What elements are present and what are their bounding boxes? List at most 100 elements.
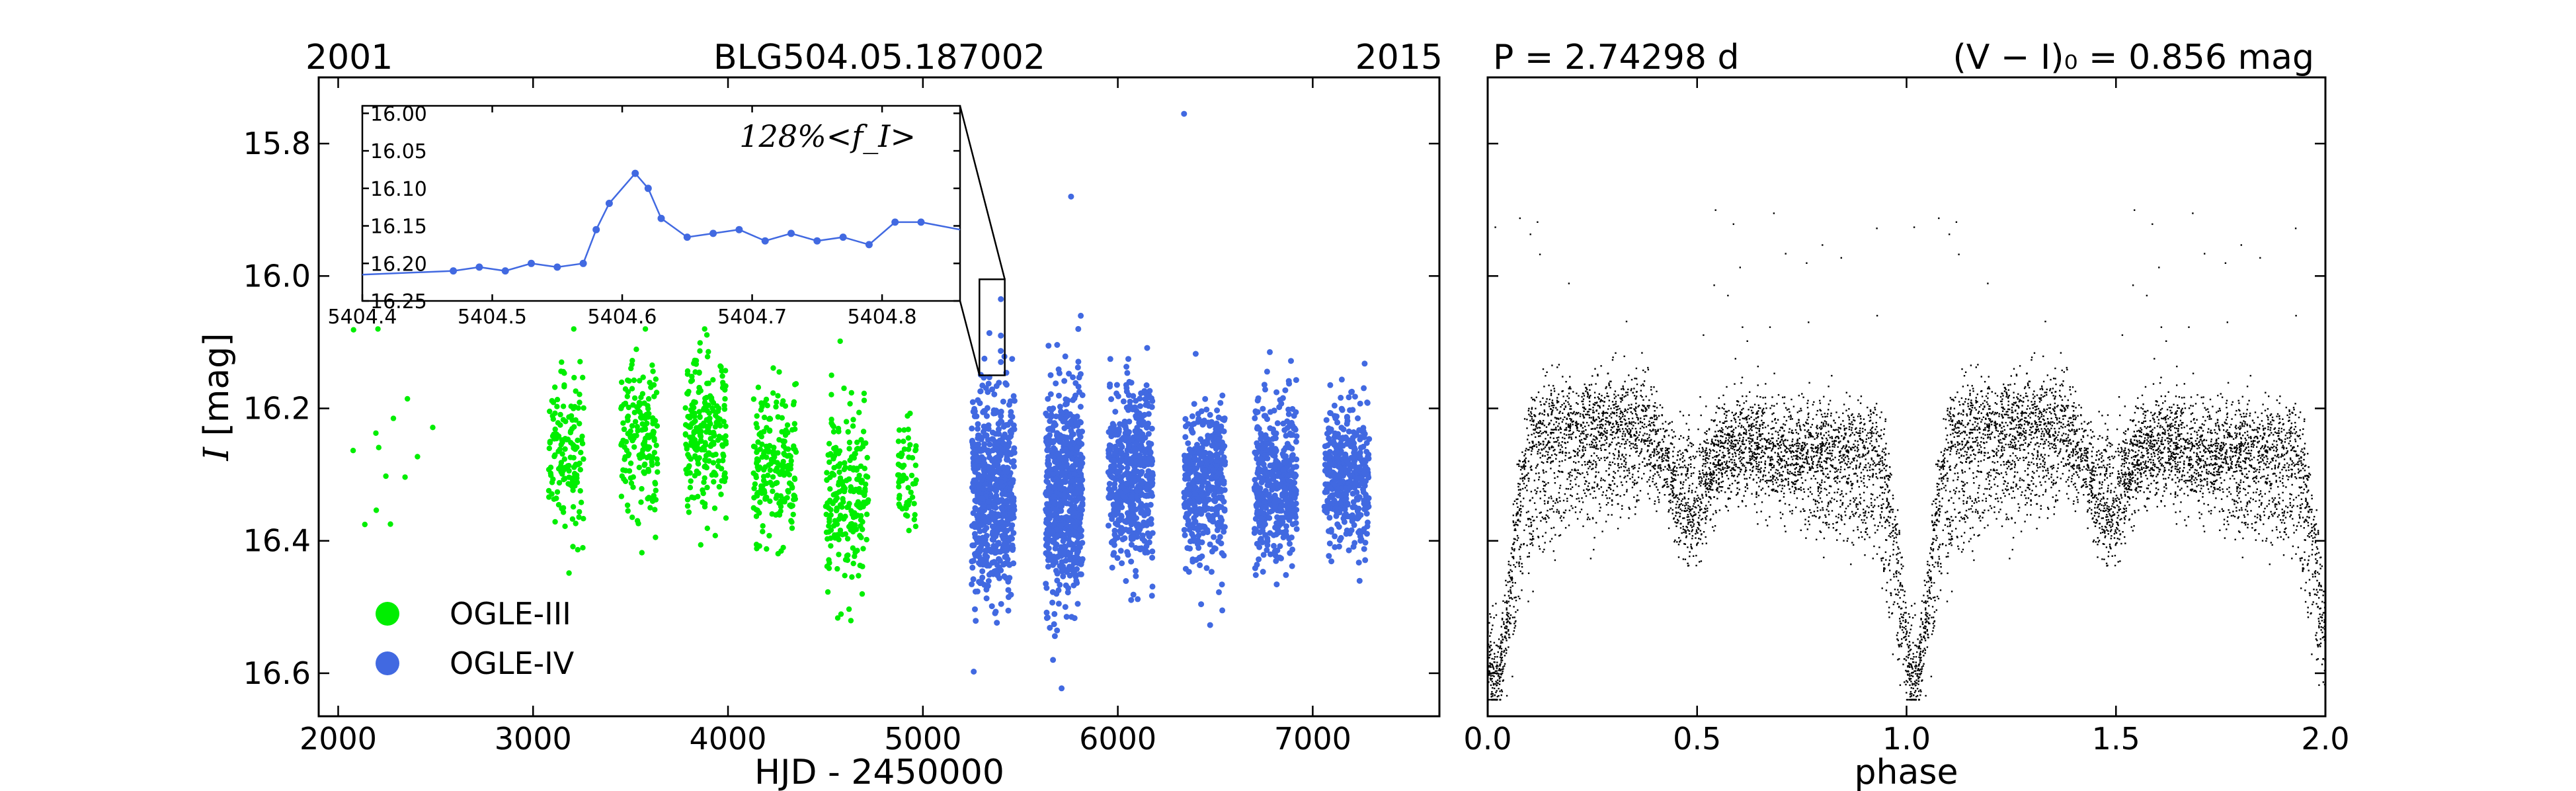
data-point: [578, 499, 584, 505]
data-point: [988, 548, 994, 555]
data-point: [1256, 556, 1262, 563]
data-point: [703, 442, 709, 448]
data-point: [998, 413, 1004, 419]
data-point: [1117, 548, 1124, 554]
phase-point: [2099, 493, 2102, 495]
data-point: [1117, 489, 1124, 496]
data-point: [1140, 522, 1147, 528]
data-point: [552, 426, 558, 433]
phase-point: [2289, 502, 2291, 504]
data-point: [1361, 470, 1367, 476]
phase-point: [1982, 416, 1985, 418]
data-point: [864, 454, 870, 461]
phase-point: [1687, 444, 1689, 446]
data-point: [574, 475, 580, 481]
inset-point: [528, 259, 535, 267]
data-point: [620, 420, 626, 426]
phase-point: [2176, 468, 2178, 470]
data-point: [1343, 457, 1349, 464]
data-point: [837, 527, 844, 534]
data-point: [1198, 523, 1205, 530]
phase-point: [2279, 395, 2281, 397]
data-point: [560, 417, 567, 423]
data-point: [858, 513, 864, 519]
data-point: [758, 434, 765, 440]
data-point: [1293, 433, 1300, 439]
data-point: [1288, 468, 1295, 474]
data-point: [1004, 469, 1010, 476]
phase-point: [1599, 510, 1601, 512]
data-point: [862, 481, 869, 487]
data-point: [1075, 548, 1082, 555]
data-point: [754, 425, 760, 431]
phase-point: [1857, 432, 1859, 435]
phase-point: [2040, 463, 2042, 465]
data-point: [1361, 385, 1367, 392]
data-point: [991, 391, 998, 397]
data-point: [910, 481, 916, 487]
phase-point: [1884, 420, 1886, 423]
data-point: [765, 472, 771, 478]
phase-point: [1865, 458, 1867, 460]
data-point: [1361, 546, 1367, 552]
data-point: [854, 446, 860, 452]
data-point: [702, 326, 707, 332]
data-point: [566, 570, 572, 576]
data-point: [1181, 526, 1187, 533]
phase-point: [2124, 447, 2126, 449]
ogle3-points: [350, 326, 919, 624]
data-point: [1043, 585, 1050, 591]
data-point: [554, 397, 561, 403]
phase-point: [1807, 423, 1809, 425]
data-point: [969, 399, 976, 405]
phase-point: [2284, 517, 2287, 519]
data-point: [1262, 466, 1268, 472]
phase-point: [1550, 527, 1552, 529]
data-point: [971, 669, 977, 675]
data-point: [720, 380, 726, 386]
data-point: [1004, 500, 1010, 507]
phase-point: [1749, 442, 1751, 444]
data-point: [973, 552, 979, 559]
data-point: [986, 562, 992, 569]
data-point: [1115, 517, 1122, 523]
phase-point: [2185, 524, 2187, 526]
data-point: [718, 466, 725, 472]
data-point: [1278, 555, 1284, 562]
phase-point: [2147, 426, 2149, 428]
phase-point: [1950, 416, 1952, 418]
data-point: [618, 493, 625, 499]
data-point: [1052, 446, 1058, 453]
data-point: [1011, 426, 1018, 433]
phase-point: [2094, 507, 2096, 509]
data-point: [1043, 615, 1050, 621]
phase-point: [2268, 499, 2271, 502]
data-point: [1203, 406, 1210, 413]
data-point: [1355, 505, 1362, 512]
phase-point: [1654, 429, 1656, 431]
phase-point: [1572, 507, 1574, 509]
data-point: [981, 456, 987, 462]
phase-point: [1773, 466, 1775, 468]
phase-point: [1766, 524, 1769, 526]
data-point: [720, 443, 726, 449]
data-point: [1004, 456, 1010, 463]
phase-point: [1812, 499, 1815, 501]
data-point: [981, 423, 987, 430]
phase-point: [2068, 442, 2070, 444]
phase-point: [1884, 488, 1886, 491]
data-point: [575, 437, 581, 443]
data-point: [350, 327, 356, 333]
data-point: [716, 433, 723, 439]
data-point: [1145, 459, 1151, 466]
data-point: [784, 464, 790, 470]
data-point: [770, 365, 776, 371]
data-point: [627, 460, 634, 466]
phase-point: [1896, 634, 1898, 636]
phase-point: [1806, 407, 1809, 409]
phase-point: [1876, 440, 1878, 442]
data-point: [700, 487, 705, 493]
phase-point: [1705, 536, 1707, 538]
phase-point: [2181, 407, 2183, 410]
data-point: [842, 557, 849, 563]
